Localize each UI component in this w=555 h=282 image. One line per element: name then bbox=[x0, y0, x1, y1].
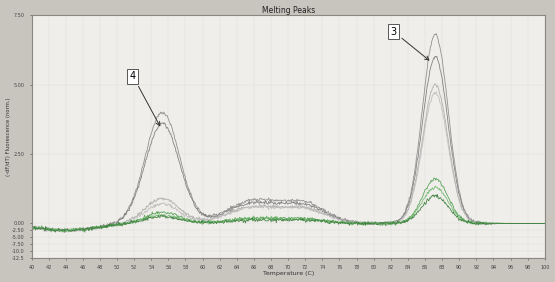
Text: 3: 3 bbox=[391, 27, 429, 60]
Text: 4: 4 bbox=[130, 71, 160, 126]
Title: Melting Peaks: Melting Peaks bbox=[261, 6, 315, 15]
X-axis label: Temperature (C): Temperature (C) bbox=[263, 272, 314, 276]
Y-axis label: (-dF/dT) Fluorescence (norm.): (-dF/dT) Fluorescence (norm.) bbox=[6, 97, 11, 176]
